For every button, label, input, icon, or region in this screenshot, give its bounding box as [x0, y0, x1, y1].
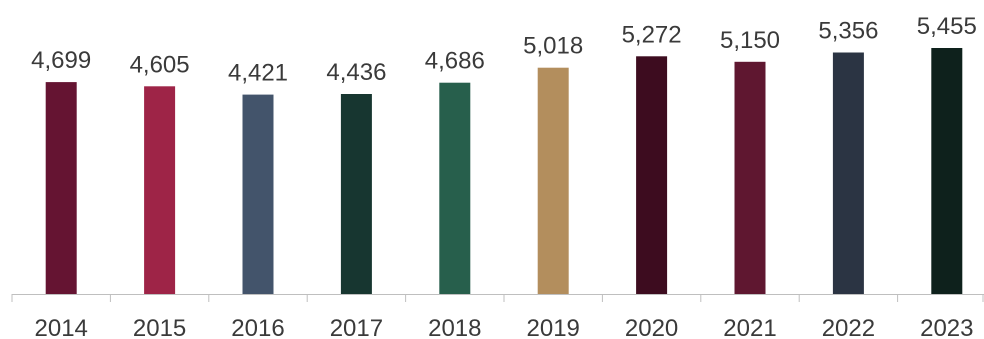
bar-2015	[144, 86, 176, 294]
bar-2020	[636, 56, 668, 294]
bar-2018	[439, 82, 471, 294]
data-label-2014: 4,699	[31, 47, 91, 74]
data-label-2019: 5,018	[523, 33, 583, 60]
data-label-2020: 5,272	[622, 21, 682, 48]
data-label-2017: 4,436	[326, 59, 386, 86]
data-label-2023: 5,455	[917, 13, 977, 40]
x-tick-label-2023: 2023	[920, 315, 973, 339]
x-tick-label-2020: 2020	[625, 315, 678, 339]
x-tick-label-2014: 2014	[35, 315, 88, 339]
data-label-2018: 4,686	[425, 48, 485, 75]
bars-group	[45, 48, 963, 294]
data-label-2022: 5,356	[818, 18, 878, 45]
bar-2023	[931, 48, 963, 294]
x-tick-label-2021: 2021	[723, 315, 776, 339]
x-tick-label-2018: 2018	[428, 315, 481, 339]
bar-2016	[242, 94, 274, 294]
x-tick-label-2022: 2022	[822, 315, 875, 339]
bar-2019	[537, 67, 569, 294]
data-label-2021: 5,150	[720, 27, 780, 54]
x-axis	[11, 294, 984, 302]
bar-2014	[45, 82, 77, 294]
data-labels-group: 4,699 4,605 4,421 4,436 4,686 5,018 5,272 5,150…	[31, 13, 977, 87]
x-tick-label-2019: 2019	[527, 315, 580, 339]
bar-2022	[832, 52, 864, 294]
x-tick-label-2016: 2016	[231, 315, 284, 339]
data-label-2015: 4,605	[130, 51, 190, 78]
bar-2021	[734, 61, 766, 294]
data-label-2016: 4,421	[228, 60, 288, 87]
x-tick-label-2017: 2017	[330, 315, 383, 339]
x-tick-label-2015: 2015	[133, 315, 186, 339]
bar-2017	[340, 94, 372, 294]
x-tick-labels-group: 2014 2015 2016 2017 2018 2019 2020 2021 2022 2023	[35, 315, 974, 339]
